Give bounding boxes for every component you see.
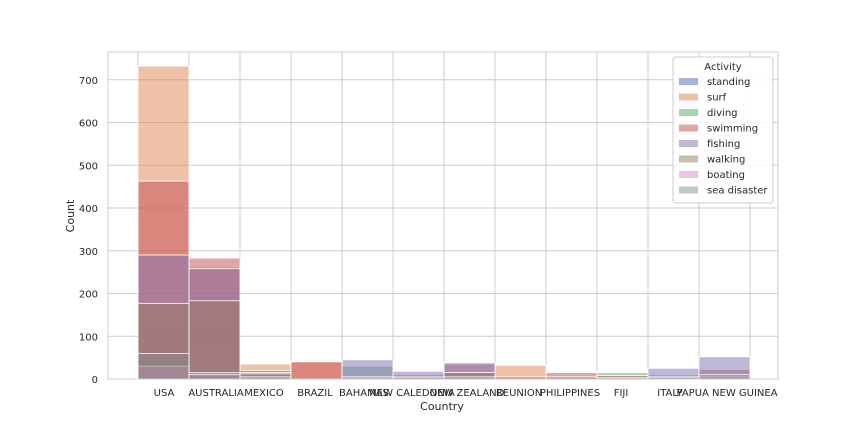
legend-swatch (679, 155, 698, 163)
legend-label: walking (707, 155, 745, 166)
y-tick-label: 100 (79, 332, 98, 343)
legend-label: fishing (707, 139, 740, 150)
bar-sea-disaster (188, 374, 241, 380)
x-tick-label: ITALY (657, 388, 683, 399)
x-tick-label: USA (154, 388, 175, 399)
bar-walking (188, 300, 241, 380)
x-tick-label: PAPUA NEW GUINEA (676, 388, 777, 399)
y-tick-label: 600 (79, 119, 98, 130)
legend-label: sea disaster (707, 186, 768, 197)
legend-label: diving (707, 108, 738, 119)
y-tick-label: 500 (79, 161, 98, 172)
bar-sea-disaster (137, 352, 190, 380)
grid-lines (108, 52, 778, 380)
y-tick-label: 200 (79, 290, 98, 301)
x-axis-label: Country (420, 400, 464, 413)
y-tick-label: 300 (79, 247, 98, 258)
bar-fishing (341, 359, 394, 380)
y-tick-label: 400 (79, 204, 98, 215)
legend-swatch (679, 171, 698, 178)
x-tick-label: PHILIPPINES (540, 388, 600, 399)
legend-swatch (679, 186, 698, 194)
y-tick-label: 0 (92, 375, 98, 386)
x-tick-label: NEW ZEALAND (430, 388, 505, 399)
legend-label: boating (707, 170, 745, 181)
bar-sea-disaster (698, 374, 751, 380)
bars (137, 65, 751, 380)
legend-label: standing (707, 77, 750, 88)
x-tick-label: BAHAMAS (339, 388, 389, 399)
legend-label: surf (707, 93, 727, 104)
y-axis-ticks: 0 100 200 300 400 500 600 700 (79, 76, 98, 386)
bar-swimming (290, 361, 343, 380)
legend-swatch (679, 140, 698, 147)
x-tick-label: REUNION (496, 388, 542, 399)
x-tick-label: BRAZIL (297, 388, 333, 399)
x-tick-label: AUSTRALIA (188, 388, 244, 399)
x-tick-label: FIJI (614, 388, 629, 399)
x-tick-label: MEXICO (244, 388, 284, 399)
y-tick-label: 700 (79, 76, 98, 87)
legend-swatch (679, 109, 698, 116)
plot-frame (107, 51, 779, 380)
y-axis-label: Count (64, 199, 77, 232)
legend-title: Activity (704, 62, 741, 73)
legend-swatch (679, 93, 698, 101)
legend-label: swimming (707, 124, 758, 135)
legend-swatch (679, 78, 698, 85)
legend: Activity standing surf diving swimming fishin… (672, 56, 774, 204)
x-tick-label: NEW CALEDONIA (369, 388, 455, 399)
legend-swatch (679, 124, 698, 132)
